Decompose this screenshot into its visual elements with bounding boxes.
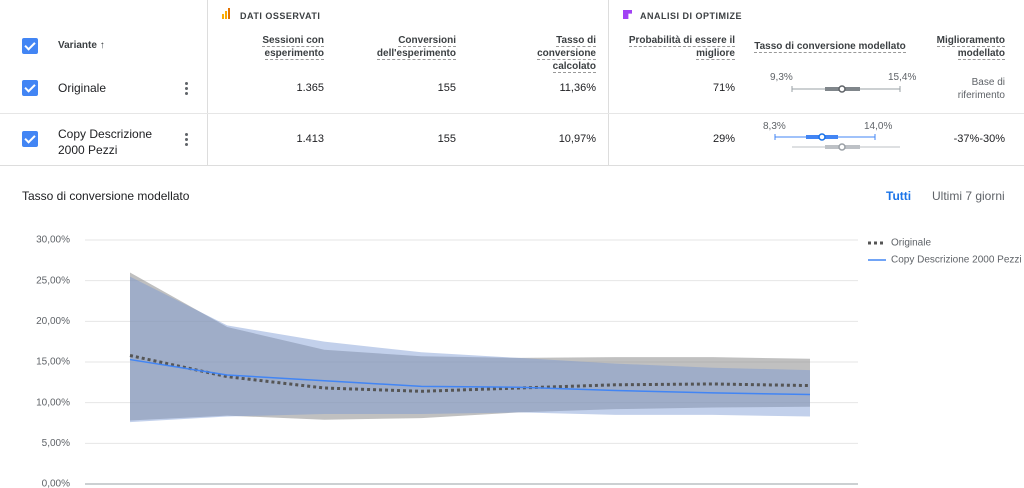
y-tick-label: 25,00% [36, 275, 70, 286]
range-high: 14,0% [864, 121, 893, 132]
row-divider [0, 113, 1024, 114]
menu-dot[interactable] [185, 82, 188, 85]
cell: 71% [712, 82, 735, 94]
y-tick-label: 0,00% [42, 479, 70, 488]
icon [225, 11, 227, 19]
group-label: DATI OSSERVATI [240, 11, 321, 21]
results-table [0, 0, 1024, 166]
tab[interactable]: Ultimi 7 giorni [932, 189, 1005, 203]
variant-name: Originale [58, 81, 107, 95]
checkbox[interactable] [22, 38, 38, 54]
icon [222, 14, 224, 19]
range-point [818, 133, 826, 141]
icon [228, 8, 230, 19]
range-high: 15,4% [888, 72, 917, 83]
menu-dot[interactable] [185, 133, 188, 136]
range-point [838, 85, 846, 93]
series-line [129, 354, 811, 393]
confidence-band [130, 272, 810, 421]
column-header-text: Sessioni con esperimento [262, 35, 324, 60]
y-tick-label: 5,00% [42, 438, 70, 449]
divider [608, 0, 609, 165]
improvement: Base di riferimento [957, 77, 1005, 101]
range-plot [774, 85, 901, 151]
menu-dot[interactable] [185, 87, 188, 90]
cell: 1.365 [296, 82, 324, 94]
icon [623, 10, 632, 19]
variant-name: Copy Descrizione 2000 Pezzi [58, 127, 153, 157]
cell: 29% [712, 133, 735, 145]
column-header: Tasso di conversione calcolato [496, 34, 596, 73]
tab[interactable]: Tutti [886, 189, 912, 203]
range-low: 8,3% [763, 121, 786, 132]
column-header: Probabilità di essere il migliore [625, 34, 735, 60]
cell: 11,36% [559, 82, 597, 94]
menu-dot[interactable] [185, 143, 188, 146]
legend-label: Copy Descrizione 2000 Pezzi [891, 255, 1022, 266]
column-header-text: Probabilità di essere il migliore [628, 35, 735, 60]
column-header-text: Conversioni dell'esperimento [376, 35, 456, 60]
range-point [838, 143, 846, 151]
cell: 155 [437, 133, 456, 145]
cell: 10,97% [558, 133, 596, 145]
column-header[interactable]: Variante ↑ [58, 40, 105, 51]
column-header: Sessioni con esperimento [244, 34, 324, 60]
column-header: Miglioramento modellato [925, 34, 1005, 60]
y-tick-label: 10,00% [36, 397, 70, 408]
chart-title: Tasso di conversione modellato [22, 189, 190, 203]
cell: 155 [437, 82, 456, 94]
column-header-text: Variante [58, 40, 97, 51]
menu-dot[interactable] [185, 92, 188, 95]
confidence-band [130, 276, 810, 423]
column-header-text: Tasso di conversione calcolato [537, 35, 596, 73]
range-low: 9,3% [770, 72, 793, 83]
cell: 1.413 [296, 133, 324, 145]
column-header: Conversioni dell'esperimento [366, 34, 456, 60]
chart: 0,00% 5,00% 10,00% 15,00% 20,00% 25,00% 30,00%… [36, 235, 1022, 488]
checkbox[interactable] [22, 80, 38, 96]
column-header-text: Tasso di conversione modellato [754, 41, 906, 53]
menu-dot[interactable] [185, 138, 188, 141]
sort-arrow: ↑ [99, 40, 105, 51]
group-label: ANALISI DI OPTIMIZE [640, 11, 743, 21]
divider [207, 0, 208, 165]
y-tick-label: 30,00% [36, 235, 70, 246]
improvement: -37%-30% [953, 133, 1005, 145]
legend-label: Originale [891, 238, 931, 249]
column-header: Tasso di conversione modellato [750, 40, 910, 53]
checkbox[interactable] [22, 131, 38, 147]
y-tick-label: 15,00% [36, 357, 70, 368]
series-line [129, 358, 811, 396]
y-tick-label: 20,00% [36, 316, 70, 327]
column-header-text: Miglioramento modellato [936, 35, 1005, 60]
